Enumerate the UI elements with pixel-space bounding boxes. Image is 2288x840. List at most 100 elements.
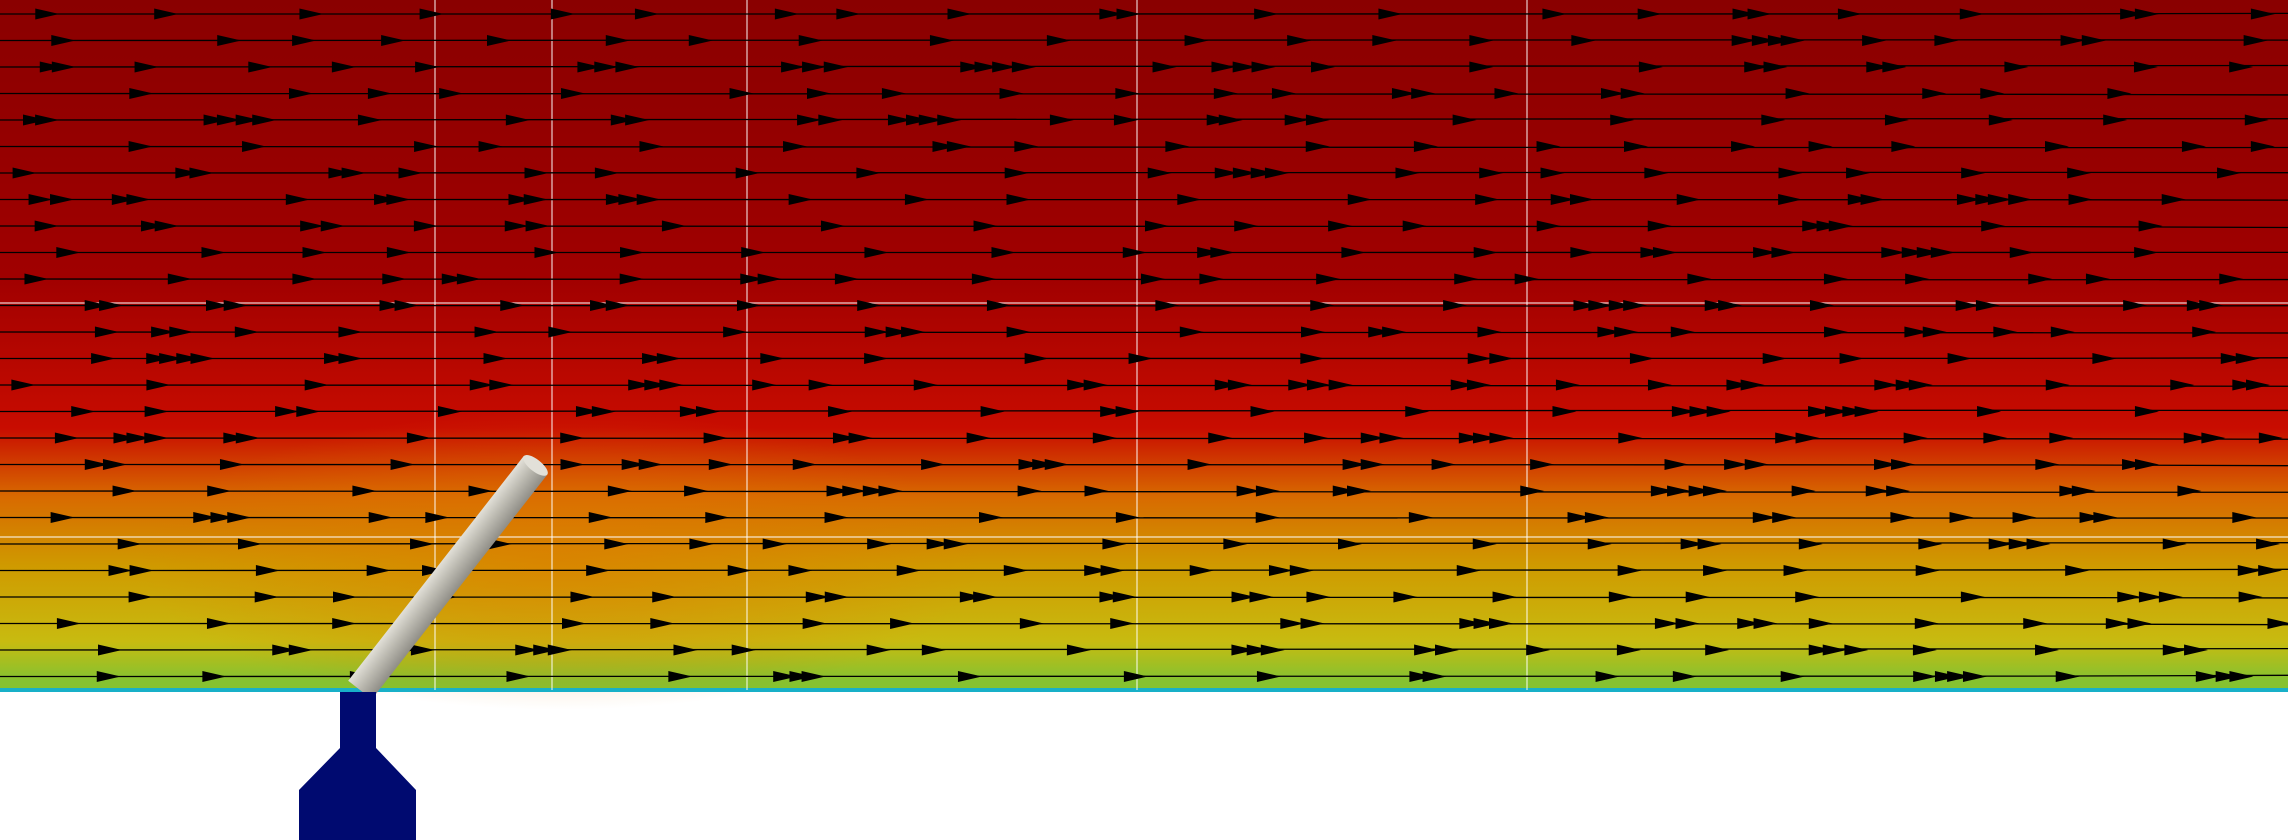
streamline-arrow-icon (1391, 88, 1416, 99)
streamline-arrow-icon (1177, 194, 1202, 205)
streamline-arrow-icon (659, 379, 684, 391)
streamline-arrow-icon (51, 35, 76, 46)
streamline-arrow-icon (302, 247, 327, 258)
streamline-arrow-icon (1213, 88, 1238, 99)
streamline-arrow-icon (357, 114, 382, 126)
streamline-arrow-icon (151, 326, 176, 338)
streamline-arrow-icon (1144, 220, 1169, 232)
streamline-arrow-icon (1395, 167, 1420, 179)
streamline-arrow-icon (1206, 114, 1231, 126)
streamline-arrow-icon (1099, 8, 1124, 20)
streamline-arrow-icon (1140, 273, 1165, 285)
streamline-arrow-icon (1600, 88, 1625, 99)
streamline-arrow-icon (2184, 644, 2209, 656)
streamline-arrow-icon (1915, 565, 1940, 576)
streamline-arrow-icon (1413, 141, 1438, 152)
streamline-arrow-icon (1346, 485, 1371, 497)
streamline-arrow-icon (1018, 459, 1043, 470)
streamline-arrow-icon (1555, 379, 1580, 391)
streamline-arrow-icon (762, 538, 787, 550)
streamline-arrow-icon (1232, 167, 1257, 179)
streamline-arrow-icon (828, 406, 853, 417)
streamline-arrow-icon (1231, 591, 1256, 603)
streamline-arrow-icon (1165, 141, 1190, 152)
streamline (0, 490, 2288, 493)
streamline-arrow-icon (1214, 379, 1239, 391)
streamline-arrow-icon (94, 326, 119, 338)
streamline-arrow-icon (206, 618, 231, 629)
streamline-arrow-icon (1342, 459, 1367, 470)
streamline-arrow-icon (1112, 591, 1137, 603)
streamline-arrow-icon (474, 326, 499, 338)
streamline-arrow-icon (1536, 141, 1561, 152)
streamline-arrow-icon (1675, 618, 1700, 629)
streamline-arrow-icon (1751, 35, 1776, 46)
streamline-arrow-icon (2004, 61, 2029, 73)
streamline-arrow-icon (1494, 88, 1519, 99)
streamline-arrow-icon (189, 167, 214, 179)
streamline-arrow-icon (806, 88, 831, 99)
streamline-arrow-icon (834, 273, 859, 285)
streamline-arrow-icon (1469, 35, 1494, 46)
streamline-arrow-icon (1434, 644, 1459, 656)
streamline-arrow-icon (619, 273, 644, 285)
streamline-arrow-icon (723, 326, 748, 338)
streamline-arrow-icon (805, 591, 830, 603)
streamline-arrow-icon (1825, 406, 1850, 417)
streamline-arrow-icon (1828, 220, 1853, 232)
streamline-arrow-icon (500, 300, 525, 311)
streamline-arrow-icon (824, 512, 849, 523)
streamline-arrow-icon (1393, 591, 1418, 603)
streamline-arrow-icon (1934, 35, 1959, 46)
streamline-arrow-icon (1473, 247, 1498, 258)
streamline-arrow-icon (2217, 167, 2242, 179)
streamline-arrow-icon (1744, 459, 1769, 470)
streamline-arrow-icon (1644, 167, 1669, 179)
streamline-arrow-icon (561, 88, 586, 99)
streamline-arrow-icon (328, 167, 353, 179)
streamline-arrow-icon (1785, 88, 1810, 99)
streamline-arrow-icon (960, 61, 985, 73)
streamline-arrow-icon (1328, 220, 1353, 232)
streamline-arrow-icon (2134, 459, 2159, 470)
streamline-arrow-icon (2235, 353, 2260, 364)
streamline-arrow-icon (1638, 61, 1663, 73)
streamline-arrow-icon (35, 114, 60, 126)
streamline-arrow-icon (1552, 406, 1577, 417)
streamline-arrow-icon (1732, 8, 1757, 20)
streamline-arrow-icon (708, 459, 733, 470)
streamline-arrow-icon (341, 167, 366, 179)
streamline-arrow-icon (1456, 565, 1481, 576)
streamline-arrow-icon (366, 565, 391, 576)
streamline-arrow-icon (913, 379, 938, 391)
streamline-arrow-icon (54, 432, 79, 444)
streamline-arrow-icon (1947, 353, 1972, 364)
streamline-arrow-icon (904, 194, 929, 205)
streamline-arrow-icon (1842, 406, 1867, 417)
streamline-arrow-icon (1006, 326, 1031, 338)
streamline-arrow-icon (255, 565, 280, 576)
streamline-arrow-icon (71, 406, 96, 417)
streamline-arrow-icon (1570, 247, 1595, 258)
streamline-arrow-icon (1839, 353, 1864, 364)
streamline-arrow-icon (1595, 671, 1620, 682)
streamline-arrow-icon (331, 61, 356, 73)
streamline-arrow-icon (1115, 406, 1140, 417)
streamline-arrow-icon (422, 565, 447, 576)
streamline-arrow-icon (848, 432, 873, 444)
streamline-arrow-icon (2133, 61, 2158, 73)
streamline-arrow-icon (1962, 671, 1987, 682)
streamline-arrow-icon (1847, 194, 1872, 205)
streamline-arrow-icon (508, 194, 533, 205)
streamline-arrow-icon (2123, 300, 2148, 311)
streamline-arrow-icon (374, 194, 399, 205)
streamline-arrow-icon (1731, 35, 1756, 46)
streamline-arrow-icon (398, 167, 423, 179)
streamline-arrow-icon (1901, 247, 1926, 258)
streamline-arrow-icon (604, 538, 629, 550)
streamline-arrow-icon (1347, 194, 1372, 205)
streamline-arrow-icon (842, 485, 867, 497)
streamline-arrow-icon (12, 167, 37, 179)
streamline-arrow-icon (773, 671, 798, 682)
streamline-arrow-icon (205, 300, 230, 311)
